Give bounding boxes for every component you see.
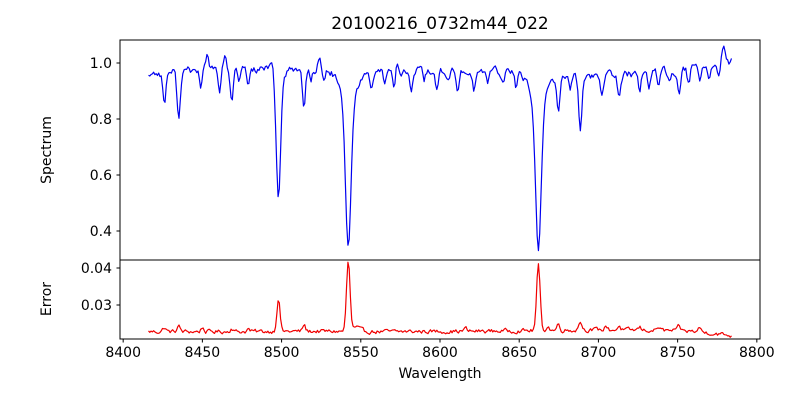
y-tick-label: 0.4 [90,224,112,240]
x-tick-label: 8700 [581,345,617,361]
x-axis-ticks: 8400 8450 8500 8550 8600 8650 8700 8750 8800 [105,339,775,361]
x-tick-label: 8550 [343,345,379,361]
error-y-ticks: 0.03 0.04 [81,261,120,314]
x-tick-label: 8500 [264,345,300,361]
spectrum-y-axis-label: Spectrum [39,116,55,184]
spectrum-line [148,45,733,252]
x-tick-label: 8650 [501,345,537,361]
error-line [148,261,732,338]
error-line-group [148,261,732,338]
y-tick-label: 0.04 [81,261,112,277]
x-tick-label: 8400 [105,345,141,361]
x-tick-label: 8600 [422,345,458,361]
x-axis-label: Wavelength [398,366,481,382]
y-tick-label: 0.6 [90,168,112,184]
x-tick-label: 8800 [739,345,775,361]
x-tick-label: 8450 [185,345,221,361]
spectrum-line-group [148,45,733,252]
y-tick-label: 0.03 [81,298,112,314]
y-tick-label: 1.0 [90,56,112,72]
y-tick-label: 0.8 [90,112,112,128]
chart-title: 20100216_0732m44_022 [331,14,548,34]
error-y-axis-label: Error [39,282,55,316]
spectrum-y-ticks: 0.4 0.6 0.8 1.0 [90,56,120,240]
x-tick-label: 8750 [660,345,696,361]
